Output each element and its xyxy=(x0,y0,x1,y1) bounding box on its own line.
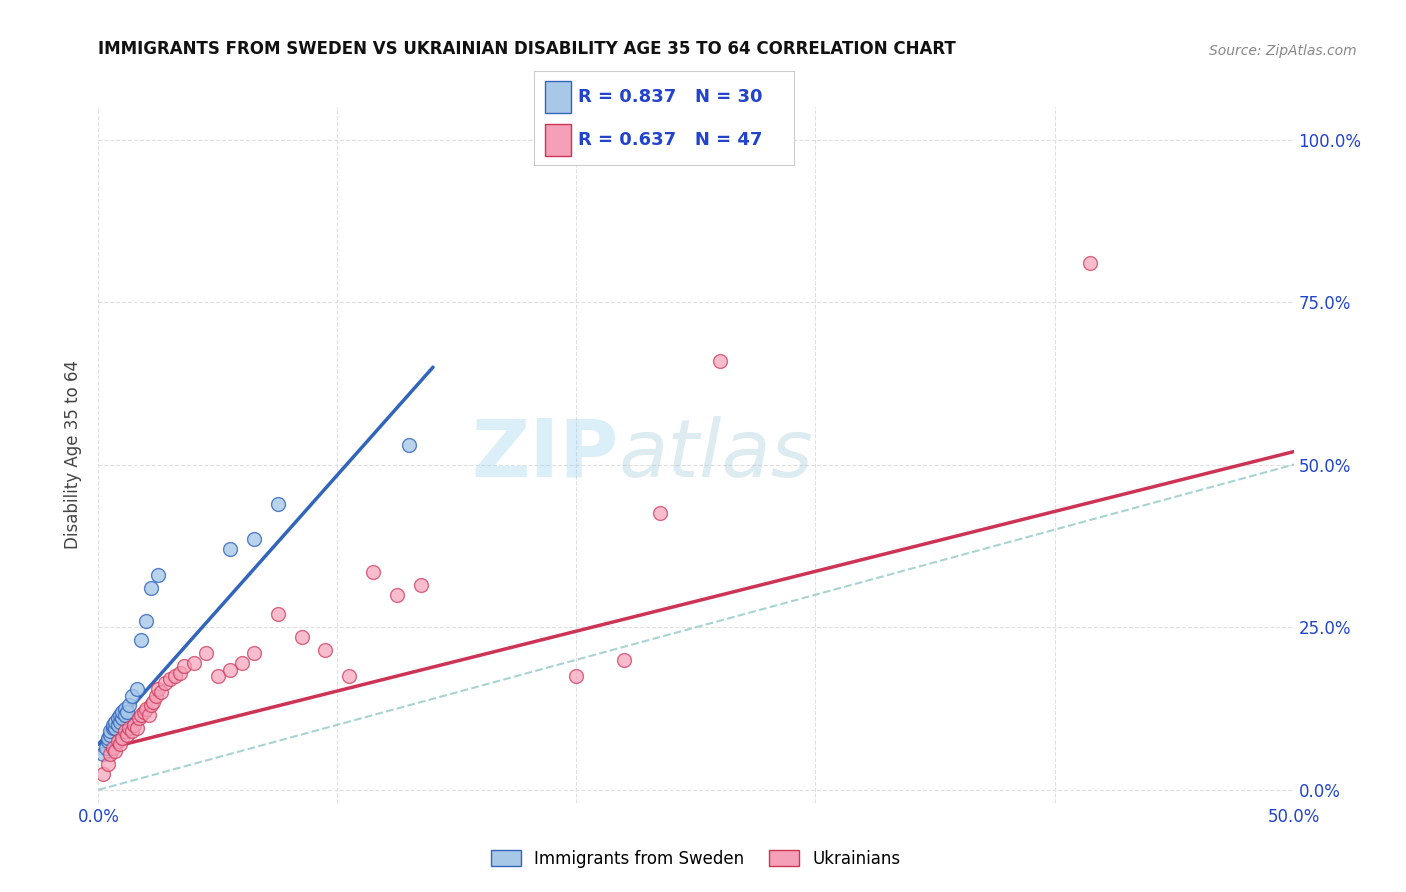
Point xyxy=(565,669,588,683)
Y-axis label: Disability Age 35 to 64: Disability Age 35 to 64 xyxy=(65,360,83,549)
Point xyxy=(613,653,636,667)
Point xyxy=(94,740,117,755)
Text: Source: ZipAtlas.com: Source: ZipAtlas.com xyxy=(1209,44,1357,58)
Point xyxy=(91,766,114,780)
Point xyxy=(124,718,146,732)
Point xyxy=(101,740,124,755)
Point xyxy=(139,698,162,713)
Point xyxy=(101,718,124,732)
Point xyxy=(142,695,165,709)
Text: R = 0.837   N = 30: R = 0.837 N = 30 xyxy=(578,87,763,105)
Point xyxy=(125,681,148,696)
Legend: Immigrants from Sweden, Ukrainians: Immigrants from Sweden, Ukrainians xyxy=(484,843,908,874)
Point xyxy=(131,633,153,648)
Point xyxy=(118,721,141,735)
Point xyxy=(339,669,360,683)
Point xyxy=(231,656,253,670)
Point xyxy=(183,656,205,670)
Point xyxy=(1080,256,1102,270)
Point xyxy=(111,711,134,725)
Point xyxy=(121,689,143,703)
Point xyxy=(219,663,242,677)
Point xyxy=(107,734,129,748)
Point xyxy=(128,711,150,725)
Point xyxy=(138,708,160,723)
Point xyxy=(159,672,181,686)
Point xyxy=(104,714,127,729)
Point xyxy=(97,756,120,771)
Point xyxy=(111,731,134,745)
Point xyxy=(114,708,136,723)
Point xyxy=(104,721,127,735)
Point xyxy=(385,588,409,602)
Point xyxy=(363,565,385,579)
Point xyxy=(155,675,177,690)
Text: IMMIGRANTS FROM SWEDEN VS UKRAINIAN DISABILITY AGE 35 TO 64 CORRELATION CHART: IMMIGRANTS FROM SWEDEN VS UKRAINIAN DISA… xyxy=(98,40,956,58)
Point xyxy=(101,721,124,735)
Point xyxy=(104,744,127,758)
Bar xyxy=(544,81,571,112)
Point xyxy=(111,705,134,719)
Point xyxy=(107,718,129,732)
Point xyxy=(121,724,143,739)
Point xyxy=(107,711,129,725)
Bar xyxy=(544,124,571,156)
Point xyxy=(139,581,162,595)
Point xyxy=(411,578,433,592)
Point xyxy=(148,568,170,582)
Point xyxy=(114,701,136,715)
Point xyxy=(194,646,218,660)
Point xyxy=(135,701,157,715)
Point xyxy=(97,734,120,748)
Point xyxy=(169,665,191,680)
Point xyxy=(114,724,136,739)
Point xyxy=(108,708,131,723)
Point xyxy=(125,721,148,735)
Point xyxy=(145,689,167,703)
Text: ZIP: ZIP xyxy=(471,416,619,494)
Point xyxy=(97,731,120,745)
Point xyxy=(108,737,131,751)
Text: R = 0.637   N = 47: R = 0.637 N = 47 xyxy=(578,131,763,149)
Point xyxy=(291,630,314,644)
Point xyxy=(149,685,172,699)
Point xyxy=(315,643,337,657)
Point xyxy=(219,542,242,557)
Point xyxy=(267,607,290,622)
Point xyxy=(132,705,155,719)
Point xyxy=(115,727,138,741)
Point xyxy=(243,646,266,660)
Point xyxy=(148,681,170,696)
Point xyxy=(267,497,290,511)
Point xyxy=(207,669,229,683)
Point xyxy=(163,669,186,683)
Point xyxy=(118,698,141,713)
Point xyxy=(648,507,672,521)
Point xyxy=(243,533,266,547)
Point xyxy=(115,705,138,719)
Point xyxy=(98,727,122,741)
Point xyxy=(173,659,195,673)
Point xyxy=(98,747,122,761)
Point xyxy=(108,714,131,729)
Text: atlas: atlas xyxy=(619,416,813,494)
Point xyxy=(135,614,157,628)
Point xyxy=(709,353,731,368)
Point xyxy=(131,708,153,723)
Point xyxy=(98,724,122,739)
Point xyxy=(398,438,420,452)
Point xyxy=(91,747,114,761)
